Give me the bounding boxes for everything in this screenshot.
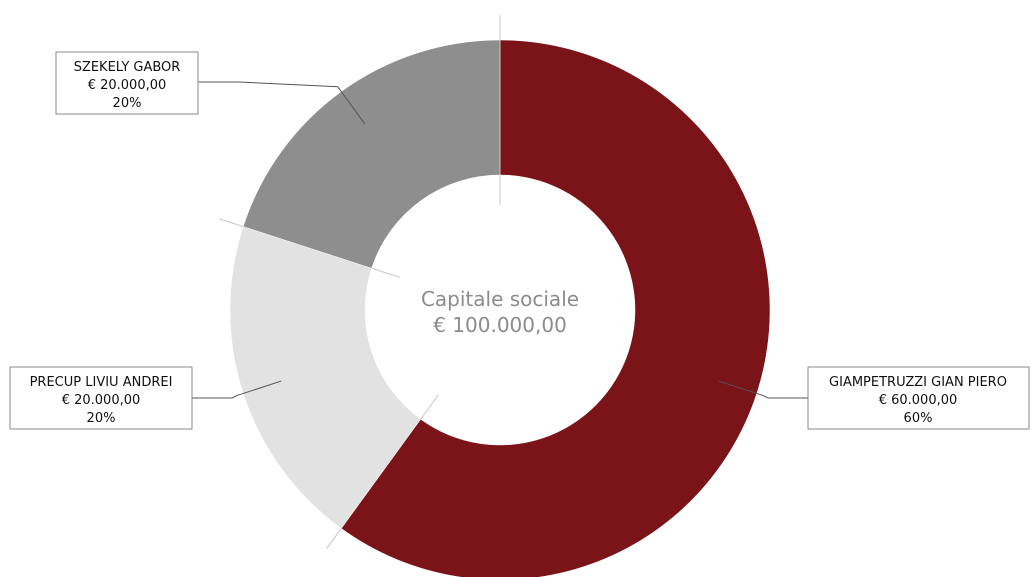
donut-slices — [229, 39, 771, 577]
slice-label-percent: 20% — [113, 96, 142, 111]
slice-label-1: PRECUP LIVIU ANDREI € 20.000,00 20% — [9, 366, 193, 430]
slice-label-0: GIAMPETRUZZI GIAN PIERO € 60.000,00 60% — [807, 366, 1030, 430]
leader-line-2 — [198, 81, 366, 125]
donut-slice-0 — [340, 39, 771, 577]
center-title: Capitale sociale — [421, 287, 579, 311]
slice-label-2: SZEKELY GABOR € 20.000,00 20% — [55, 51, 199, 115]
label-leaders — [192, 81, 808, 399]
center-label: Capitale sociale € 100.000,00 — [421, 287, 579, 337]
slice-label-amount: € 60.000,00 — [879, 393, 958, 408]
slice-label-box — [9, 366, 193, 430]
slice-label-percent: 60% — [904, 411, 933, 426]
leader-line-1 — [192, 380, 282, 399]
slice-label-name: SZEKELY GABOR — [74, 60, 181, 75]
slice-label-name: GIAMPETRUZZI GIAN PIERO — [829, 375, 1007, 390]
slice-labels: GIAMPETRUZZI GIAN PIERO € 60.000,00 60% … — [9, 51, 1030, 430]
slice-label-amount: € 20.000,00 — [62, 393, 141, 408]
slice-label-box — [807, 366, 1030, 430]
slice-label-box — [55, 51, 199, 115]
center-total: € 100.000,00 — [433, 313, 567, 337]
slice-label-percent: 20% — [87, 411, 116, 426]
donut-slice-1 — [229, 226, 421, 529]
donut-slice-2 — [242, 39, 501, 269]
leader-line-0 — [718, 380, 808, 399]
slice-label-name: PRECUP LIVIU ANDREI — [30, 375, 173, 390]
slice-label-amount: € 20.000,00 — [88, 78, 167, 93]
